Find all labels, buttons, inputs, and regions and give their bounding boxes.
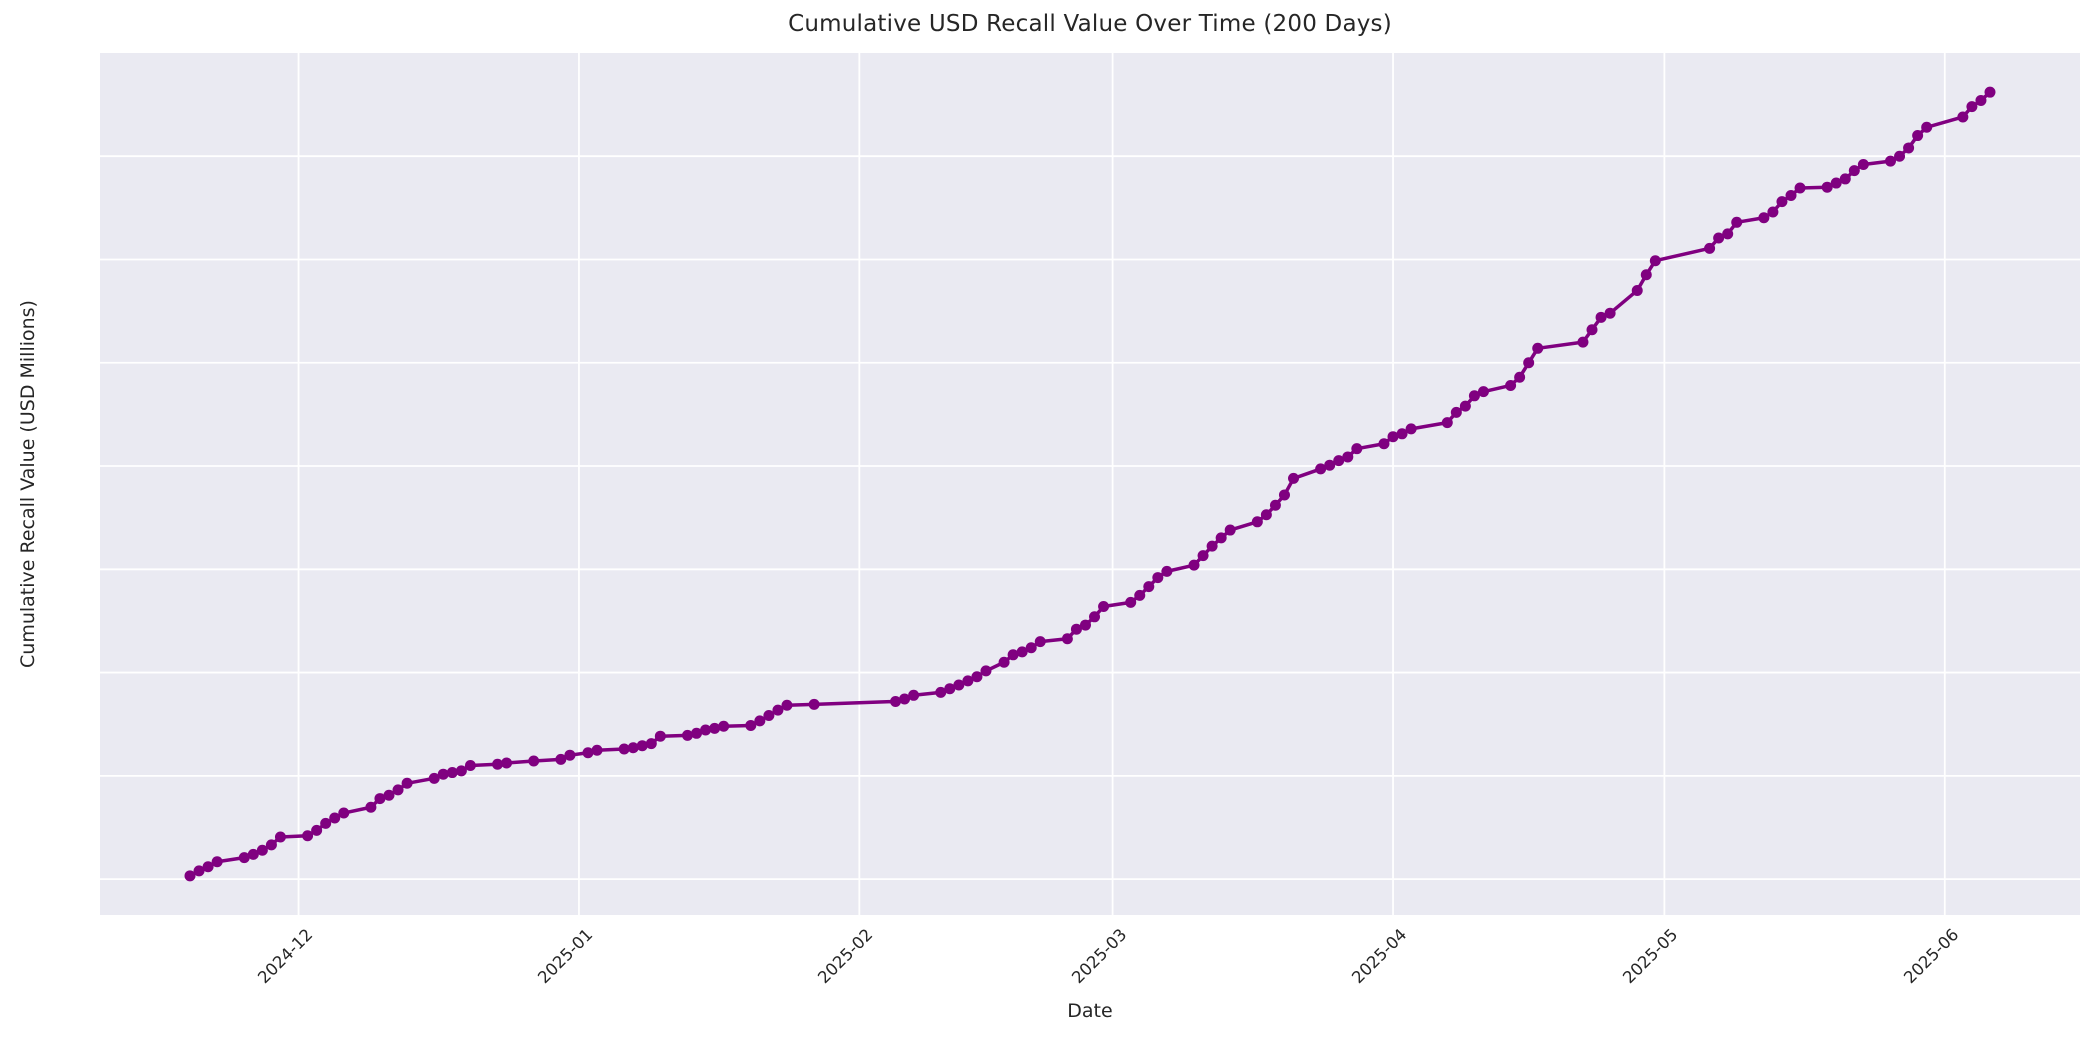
x-tick-label: 2025-01: [534, 925, 597, 988]
y-axis-tick-labels: 0255075100125150175: [0, 0, 90, 1050]
chart-canvas: [100, 53, 2080, 915]
x-tick-label: 2024-12: [253, 925, 316, 988]
chart-title: Cumulative USD Recall Value Over Time (2…: [788, 11, 1392, 37]
x-axis-label: Date: [1067, 1000, 1113, 1022]
x-tick-label: 2025-02: [814, 925, 877, 988]
plot-area: [100, 53, 2080, 915]
x-tick-label: 2025-05: [1619, 925, 1682, 988]
x-tick-label: 2025-03: [1067, 925, 1131, 988]
y-axis-label: Cumulative Recall Value (USD Millions): [17, 300, 39, 668]
x-tick-label: 2025-04: [1348, 925, 1411, 988]
x-tick-label: 2025-06: [1900, 925, 1963, 988]
